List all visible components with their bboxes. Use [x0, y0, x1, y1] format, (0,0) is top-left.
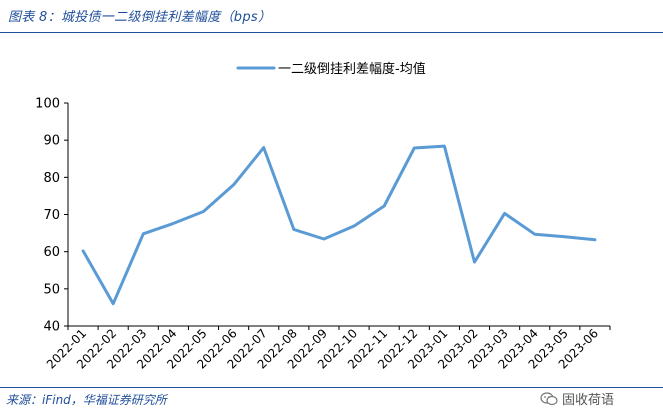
data-point [443, 144, 446, 148]
data-point [81, 249, 85, 253]
data-point [593, 238, 597, 241]
data-point [111, 302, 115, 305]
data-point [352, 224, 356, 228]
data-point [503, 212, 506, 215]
data-point [202, 210, 205, 213]
y-tick-label: 100 [35, 97, 60, 112]
data-point [172, 222, 175, 225]
footer-divider [0, 387, 663, 388]
y-tick-label: 90 [43, 134, 60, 149]
y-tick-label: 40 [43, 320, 60, 335]
y-tick-label: 50 [43, 282, 60, 297]
legend-label: 一二级倒挂利差幅度-均值 [278, 61, 426, 77]
data-point [292, 228, 296, 231]
source-note: 来源：iFind，华福证券研究所 [6, 393, 167, 407]
data-point [413, 146, 416, 150]
data-point [232, 183, 235, 186]
header-divider [0, 32, 663, 33]
data-point [142, 232, 145, 236]
watermark-text: 固收荷语 [562, 393, 615, 408]
data-point [563, 235, 567, 238]
series-line [81, 144, 597, 306]
wechat-icon [540, 391, 558, 405]
figure-title: 图表 8：城投债一二级倒挂利差幅度（bps） [8, 10, 272, 25]
y-tick-label: 60 [43, 245, 60, 260]
y-tick-label: 70 [43, 208, 60, 223]
line-chart: 4050607080901002022-012022-022022-032022… [35, 61, 611, 372]
data-point [533, 232, 536, 236]
data-point [322, 237, 326, 241]
watermark: 固收荷语 [540, 389, 614, 408]
data-point [473, 260, 476, 264]
data-point [262, 146, 265, 149]
y-tick-label: 80 [43, 171, 60, 186]
data-point [382, 204, 386, 208]
